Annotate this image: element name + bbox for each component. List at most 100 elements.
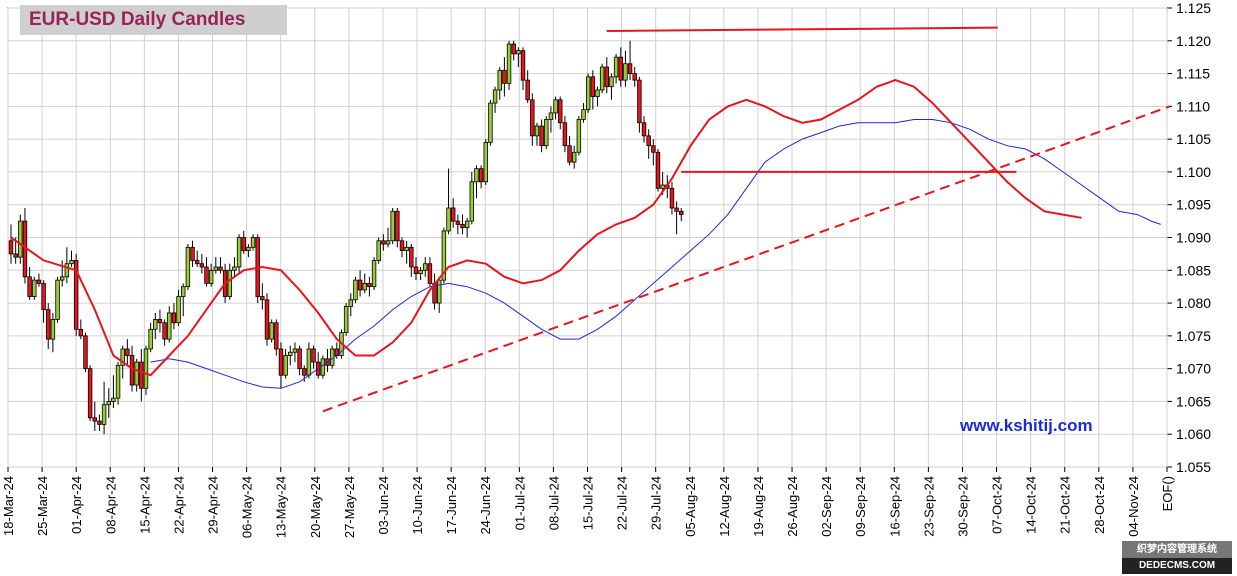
candle-body (460, 223, 465, 229)
y-tick-label: 1.115 (1176, 66, 1210, 82)
candle-body (576, 119, 582, 153)
candle-body (520, 50, 526, 81)
candle-body (464, 220, 470, 229)
candle-body (516, 50, 521, 55)
candle-body (283, 355, 288, 376)
candle-body (236, 237, 242, 268)
watermark-link[interactable]: www.kshitij.com (960, 416, 1093, 435)
candle-body (488, 102, 493, 143)
candle-body (590, 76, 596, 97)
y-tick-label: 1.075 (1176, 328, 1211, 344)
candle-body (343, 305, 349, 333)
candle-body (525, 79, 530, 101)
x-tick-label: 07-Oct-24 (990, 476, 1005, 534)
candle-body (558, 99, 563, 124)
x-tick-label: 08-Apr-24 (103, 476, 118, 534)
candle-body (218, 266, 223, 271)
candle-body (250, 237, 256, 248)
candle-body (115, 364, 121, 399)
candle-body (423, 263, 428, 271)
x-tick-label: 15-Jul-24 (581, 476, 596, 530)
candle-body (320, 358, 326, 376)
candle-body (390, 210, 395, 242)
candle-body (241, 237, 246, 252)
candle-body (143, 348, 149, 389)
x-tick-label: 15-Apr-24 (137, 476, 152, 534)
candle-body (208, 269, 214, 284)
candle-body (139, 361, 144, 389)
candle-body (506, 43, 512, 84)
x-tick-label: 28-Oct-24 (1092, 476, 1107, 534)
x-tick-label: 04-Nov-24 (1126, 476, 1141, 537)
candle-body (530, 99, 535, 137)
x-tick-label: 03-Jun-24 (376, 476, 391, 535)
candle-body (646, 135, 651, 147)
candle-body (632, 73, 637, 81)
candle-body (641, 122, 647, 137)
candle-body (674, 207, 679, 212)
x-tick-label: 14-Oct-24 (1024, 476, 1039, 534)
y-tick-label: 1.110 (1176, 98, 1210, 114)
x-tick-label: 23-Sep-24 (921, 476, 936, 537)
candle-body (548, 112, 554, 120)
y-tick-label: 1.065 (1176, 393, 1211, 409)
candle-body (232, 266, 237, 271)
candle-body (404, 246, 409, 252)
candle-body (595, 89, 600, 97)
x-tick-label: 29-Jul-24 (649, 476, 664, 530)
candle-body (269, 322, 274, 340)
x-tick-label: 29-Apr-24 (206, 476, 221, 534)
candle-body (544, 119, 549, 147)
candle-body (274, 322, 279, 350)
candle-body (511, 43, 516, 55)
x-tick-label: 30-Sep-24 (955, 476, 970, 537)
candle-body (399, 240, 405, 252)
candle-body (292, 348, 298, 353)
candle-body (627, 63, 633, 74)
candle-body (176, 296, 181, 324)
candle-body (264, 299, 270, 340)
candle-body (637, 79, 642, 124)
candle-body (297, 348, 302, 370)
candle-body (660, 184, 665, 189)
candle-body (534, 125, 540, 137)
candle-body (64, 263, 70, 278)
x-tick-label: 01-Jul-24 (512, 476, 527, 530)
candle-body (441, 230, 447, 281)
candle-body (455, 220, 461, 225)
y-tick-label: 1.095 (1176, 197, 1211, 213)
candle-body (450, 207, 456, 222)
y-tick-label: 1.085 (1176, 262, 1211, 278)
candle-body (427, 263, 433, 284)
candle-body (73, 260, 79, 330)
y-tick-label: 1.080 (1176, 295, 1211, 311)
candle-body (13, 253, 18, 258)
candle-body (362, 282, 367, 291)
candle-body (474, 168, 479, 183)
candle-body (562, 122, 568, 147)
candle-body (618, 56, 623, 81)
candle-body (46, 309, 51, 340)
candle-body (83, 335, 88, 370)
candle-body (157, 319, 163, 324)
candle-body (492, 89, 498, 104)
y-tick-label: 1.105 (1176, 131, 1211, 147)
candle-body (679, 210, 684, 215)
candle-body (55, 279, 60, 320)
candle-body (623, 63, 628, 81)
candle-body (581, 109, 586, 120)
candle-body (311, 348, 316, 363)
candle-body (278, 348, 284, 376)
candle-body (553, 99, 558, 114)
candle-body (59, 276, 65, 281)
candle-body (36, 279, 42, 284)
candle-body (41, 282, 46, 311)
y-tick-label: 1.055 (1176, 459, 1211, 475)
candle-body (8, 240, 14, 255)
x-tick-label: 21-Oct-24 (1058, 476, 1073, 534)
candle-body (418, 269, 423, 274)
candle-body (483, 142, 488, 183)
candle-body (469, 181, 475, 222)
candle-body (571, 151, 577, 163)
